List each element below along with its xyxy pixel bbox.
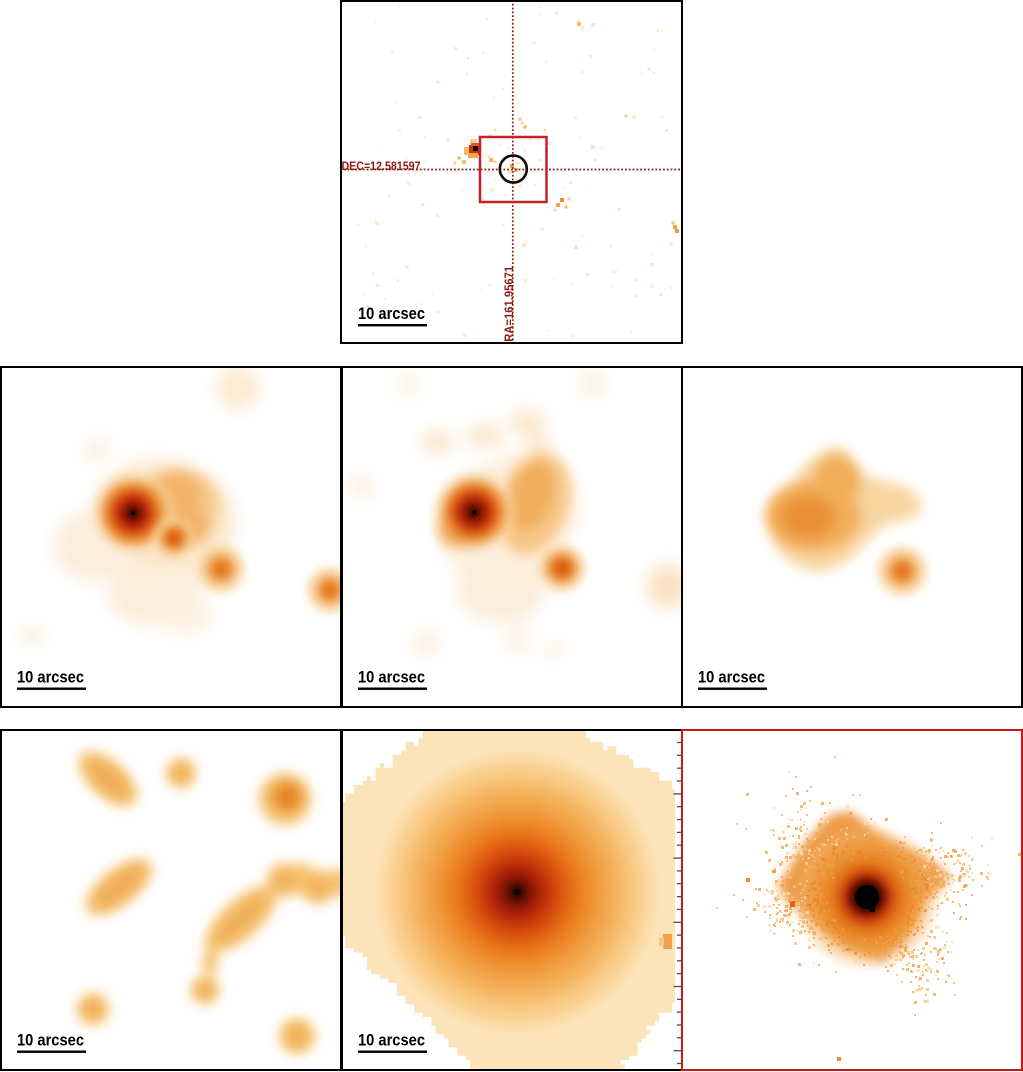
svg-text:RA=161.95671: RA=161.95671 [504,265,516,342]
svg-text:10 arcsec: 10 arcsec [17,668,84,687]
svg-text:10 arcsec: 10 arcsec [698,668,765,687]
svg-text:DEC=12.581597: DEC=12.581597 [342,161,421,173]
svg-text:10 arcsec: 10 arcsec [358,668,425,687]
svg-text:10 arcsec: 10 arcsec [358,304,425,323]
svg-text:10 arcsec: 10 arcsec [358,1031,425,1050]
svg-text:10 arcsec: 10 arcsec [17,1031,84,1050]
